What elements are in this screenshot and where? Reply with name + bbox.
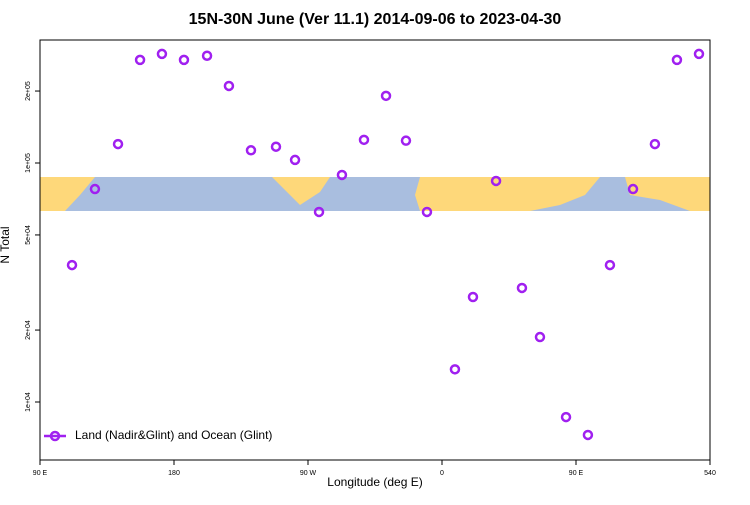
- point: [421, 206, 433, 218]
- x-tick-label: 90 W: [300, 470, 317, 477]
- chart-title: 15N-30N June (Ver 11.1) 2014-09-06 to 20…: [189, 11, 562, 28]
- x-tick-label: 90 E: [569, 470, 584, 477]
- plot-frame: [39, 39, 711, 461]
- point: [66, 259, 78, 271]
- x-tick-label: 540: [704, 470, 716, 477]
- point: [178, 54, 190, 66]
- point: [134, 54, 146, 66]
- y-tick-label: 2e+05: [25, 81, 32, 101]
- point: [201, 50, 213, 61]
- point: [112, 138, 124, 150]
- point: [490, 175, 502, 187]
- x-tick-label: 90 E: [33, 470, 48, 477]
- point: [693, 48, 705, 60]
- point: [534, 331, 546, 343]
- point: [671, 54, 683, 66]
- x-tick-label: 180: [168, 470, 180, 477]
- point: [649, 138, 661, 150]
- point: [223, 80, 235, 92]
- point: [245, 145, 257, 156]
- point: [336, 169, 348, 181]
- point: [289, 154, 301, 166]
- point: [627, 183, 639, 195]
- legend-marker: [49, 430, 61, 442]
- point: [449, 364, 461, 375]
- point: [560, 411, 572, 423]
- y-axis-label: N Total: [0, 226, 12, 263]
- point: [358, 134, 370, 146]
- y-tick-label: 1e+04: [25, 392, 32, 412]
- point: [89, 183, 101, 195]
- point: [380, 90, 392, 102]
- point: [516, 282, 528, 294]
- y-tick-label: 1e+05: [25, 153, 32, 173]
- map-band: [40, 177, 710, 211]
- point: [270, 141, 282, 152]
- x-axis-label: Longitude (deg E): [327, 475, 422, 489]
- point: [313, 206, 325, 218]
- x-tick-label: 0: [440, 470, 444, 477]
- point: [156, 48, 168, 60]
- point: [604, 259, 616, 271]
- point: [467, 291, 479, 303]
- legend-label: Land (Nadir&Glint) and Ocean (Glint): [75, 428, 272, 442]
- y-tick-label: 5e+04: [25, 225, 32, 245]
- point: [400, 135, 412, 146]
- y-tick-label: 2e+04: [25, 320, 32, 340]
- point: [582, 429, 594, 441]
